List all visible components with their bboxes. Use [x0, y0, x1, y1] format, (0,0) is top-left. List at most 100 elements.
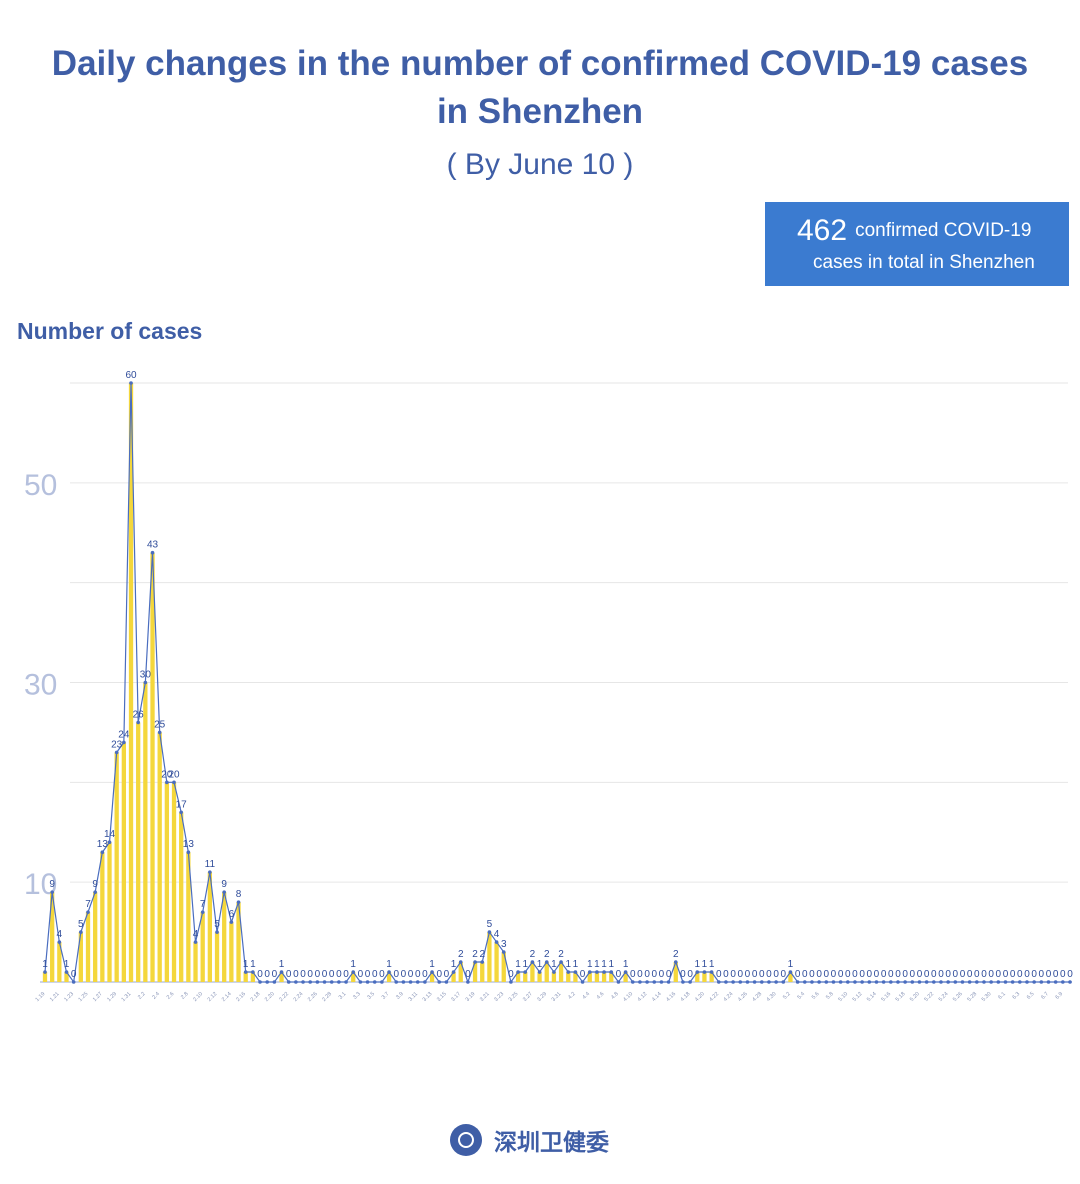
- x-tick-label: 5.18: [895, 991, 907, 1003]
- data-point: [867, 980, 872, 984]
- data-label: 2: [472, 949, 478, 960]
- data-point: [57, 940, 62, 944]
- data-label: 0: [580, 969, 586, 980]
- data-label: 1: [565, 959, 571, 970]
- data-label: 1: [350, 959, 356, 970]
- data-label: 1: [608, 959, 614, 970]
- data-label: 0: [809, 969, 815, 980]
- data-label: 0: [1046, 969, 1052, 980]
- data-label: 2: [530, 949, 536, 960]
- data-point: [165, 780, 169, 785]
- x-tick-label: 2.20: [264, 991, 276, 1003]
- data-label: 1: [250, 959, 256, 970]
- x-tick-label: 5.16: [880, 991, 892, 1003]
- data-point: [394, 980, 399, 984]
- data-label: 0: [680, 969, 686, 980]
- x-tick-label: 2.26: [307, 991, 319, 1003]
- data-point: [724, 980, 728, 984]
- bar: [702, 972, 707, 982]
- data-label: 0: [659, 969, 665, 980]
- data-label: 0: [924, 969, 930, 980]
- data-point: [731, 980, 735, 984]
- bar: [587, 972, 592, 982]
- x-tick-label: 2.2: [137, 991, 147, 1001]
- data-label: 0: [895, 969, 901, 980]
- x-tick-label: 4.2: [567, 991, 577, 1001]
- data-label: 1: [788, 959, 794, 970]
- data-label: 0: [687, 969, 693, 980]
- data-label: 13: [183, 839, 195, 850]
- data-label: 2: [479, 949, 485, 960]
- data-point: [666, 980, 671, 984]
- bar: [523, 972, 528, 982]
- data-label: 7: [200, 899, 206, 910]
- data-label: 0: [960, 969, 966, 980]
- bar: [558, 962, 564, 982]
- data-point: [645, 980, 649, 984]
- data-label: 2: [544, 949, 550, 960]
- data-point: [215, 930, 219, 934]
- data-label: 0: [408, 969, 414, 980]
- data-point: [530, 960, 535, 964]
- total-cases-label-1: confirmed COVID-19: [855, 220, 1032, 241]
- x-tick-label: 4.18: [680, 991, 692, 1003]
- data-label: 20: [168, 769, 180, 780]
- data-point: [795, 980, 800, 984]
- data-point: [1039, 980, 1044, 984]
- data-point: [659, 980, 664, 984]
- data-point: [953, 980, 958, 984]
- data-label: 1: [243, 959, 249, 970]
- data-point: [960, 980, 965, 984]
- data-label: 0: [365, 969, 371, 980]
- data-label: 60: [125, 370, 137, 381]
- data-point: [494, 940, 499, 944]
- total-cases-label-2: cases in total in Shenzhen: [813, 252, 1035, 273]
- data-point: [695, 970, 700, 974]
- data-label: 1: [279, 959, 285, 970]
- data-label: 0: [795, 969, 801, 980]
- y-tick-label: 30: [24, 669, 57, 702]
- data-label: 1: [429, 959, 435, 970]
- data-point: [824, 980, 829, 984]
- data-label: 0: [264, 969, 270, 980]
- bar: [186, 852, 191, 982]
- data-point: [831, 980, 836, 984]
- data-point: [71, 980, 76, 984]
- bar: [193, 942, 198, 982]
- data-label: 0: [902, 969, 908, 980]
- x-tick-label: 2.14: [221, 991, 233, 1003]
- data-label: 0: [730, 969, 736, 980]
- data-label: 0: [465, 969, 471, 980]
- x-tick-label: 4.10: [622, 991, 634, 1003]
- bar: [573, 972, 578, 982]
- data-point: [50, 890, 54, 894]
- data-label: 0: [888, 969, 894, 980]
- data-label: 1: [594, 959, 600, 970]
- data-point: [559, 960, 563, 964]
- x-tick-labels: 1.19 1.21 1.23 1.25 1.27 1.29 1.31 2.2 2.4 2.6 2.8…: [35, 991, 1065, 1003]
- x-tick-label: 1.23: [63, 991, 75, 1003]
- data-label: 0: [257, 969, 263, 980]
- data-label: 0: [358, 969, 364, 980]
- bar: [472, 962, 478, 982]
- data-point: [294, 980, 298, 984]
- data-point: [638, 980, 642, 984]
- bar: [623, 972, 628, 982]
- data-point: [688, 980, 692, 984]
- data-point: [810, 980, 814, 984]
- data-label: 6: [229, 909, 235, 920]
- data-label: 0: [415, 969, 421, 980]
- data-point: [630, 980, 635, 984]
- bar: [85, 912, 91, 982]
- data-label: 0: [931, 969, 937, 980]
- data-point: [1046, 980, 1051, 984]
- bar: [530, 962, 535, 982]
- data-point: [967, 980, 972, 984]
- bar: [164, 782, 170, 982]
- bar: [93, 892, 98, 982]
- data-label: 5: [214, 919, 220, 930]
- bar: [207, 872, 213, 982]
- data-point: [172, 780, 176, 785]
- bar: [501, 952, 506, 982]
